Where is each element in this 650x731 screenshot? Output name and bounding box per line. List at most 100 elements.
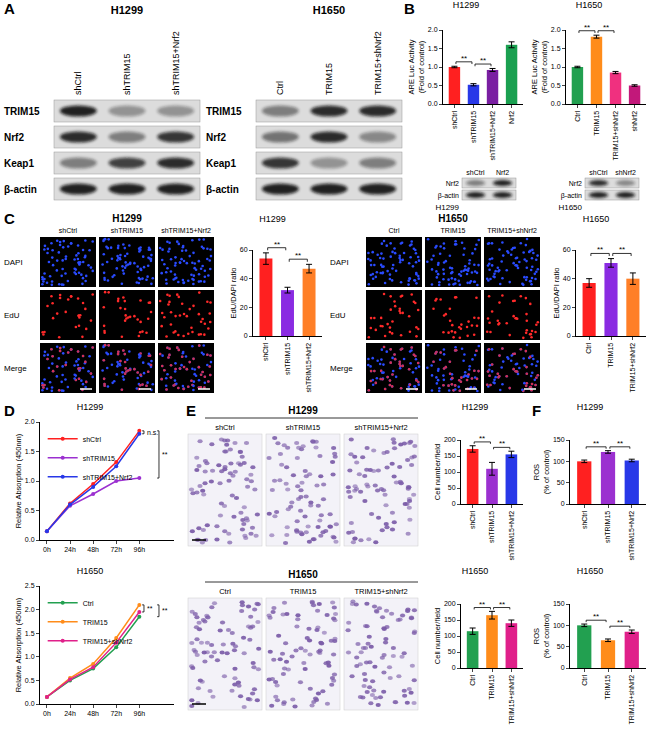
svg-text:Merge: Merge bbox=[330, 364, 353, 373]
svg-text:0: 0 bbox=[567, 332, 571, 339]
svg-text:shTRIM15: shTRIM15 bbox=[470, 111, 477, 143]
svg-text:Ctrl: Ctrl bbox=[275, 81, 285, 95]
svg-text:1.0: 1.0 bbox=[25, 653, 35, 660]
svg-text:Nrf2: Nrf2 bbox=[446, 180, 459, 187]
svg-text:60: 60 bbox=[240, 246, 248, 253]
svg-text:**: ** bbox=[162, 607, 168, 614]
svg-text:F: F bbox=[532, 402, 541, 419]
svg-text:shTRIM15+Nrf2: shTRIM15+Nrf2 bbox=[161, 227, 211, 234]
svg-text:shCtrl: shCtrl bbox=[73, 71, 83, 95]
svg-text:Keap1: Keap1 bbox=[4, 158, 34, 169]
svg-text:shCtrl: shCtrl bbox=[451, 110, 458, 129]
svg-text:TRIM15: TRIM15 bbox=[441, 227, 466, 234]
svg-text:Nrf2: Nrf2 bbox=[496, 169, 509, 176]
svg-text:**: ** bbox=[480, 56, 486, 65]
svg-text:β-actin: β-actin bbox=[206, 184, 239, 195]
svg-text:D: D bbox=[4, 402, 15, 419]
svg-text:n.s.: n.s. bbox=[147, 429, 158, 436]
svg-text:TRIM15: TRIM15 bbox=[593, 111, 600, 136]
svg-text:shTRIM15: shTRIM15 bbox=[286, 423, 321, 432]
svg-text:Nrf2: Nrf2 bbox=[569, 180, 582, 187]
svg-text:H1299: H1299 bbox=[577, 402, 604, 412]
svg-text:200: 200 bbox=[444, 600, 456, 607]
svg-text:H1650: H1650 bbox=[313, 4, 345, 16]
svg-text:shTRIM15+Nrf2: shTRIM15+Nrf2 bbox=[354, 423, 407, 432]
svg-text:**: ** bbox=[597, 245, 603, 254]
svg-text:1.5: 1.5 bbox=[25, 630, 35, 637]
svg-text:**: ** bbox=[479, 434, 485, 443]
svg-text:**: ** bbox=[593, 612, 599, 621]
svg-text:**: ** bbox=[593, 439, 599, 448]
svg-text:0.5: 0.5 bbox=[551, 82, 561, 89]
svg-text:40: 40 bbox=[563, 275, 571, 282]
svg-text:TRIM15: TRIM15 bbox=[488, 675, 495, 700]
svg-text:150: 150 bbox=[553, 600, 565, 607]
svg-text:Ctrl: Ctrl bbox=[574, 110, 581, 121]
svg-text:shTRIM15: shTRIM15 bbox=[111, 227, 143, 234]
svg-text:TRIM15+shNrf2: TRIM15+shNrf2 bbox=[629, 343, 636, 393]
svg-text:ROS(% of control): ROS(% of control) bbox=[532, 449, 551, 494]
svg-text:24h: 24h bbox=[64, 546, 76, 553]
svg-text:H1650: H1650 bbox=[576, 0, 603, 10]
svg-text:shTRIM15+Nrf2: shTRIM15+Nrf2 bbox=[508, 511, 515, 561]
svg-text:TRIM15: TRIM15 bbox=[83, 619, 108, 626]
svg-text:96h: 96h bbox=[133, 546, 145, 553]
svg-text:EdU/DAPI ratio: EdU/DAPI ratio bbox=[552, 268, 561, 319]
svg-text:150: 150 bbox=[444, 452, 456, 459]
svg-text:50: 50 bbox=[557, 479, 565, 486]
svg-text:**: ** bbox=[584, 23, 590, 32]
svg-text:H1650: H1650 bbox=[438, 213, 468, 224]
svg-text:H1650: H1650 bbox=[462, 566, 489, 576]
svg-text:Nrf2: Nrf2 bbox=[508, 111, 515, 124]
svg-text:1.5: 1.5 bbox=[25, 448, 35, 455]
svg-text:Ctrl: Ctrl bbox=[585, 342, 592, 353]
svg-text:shCtrl: shCtrl bbox=[469, 510, 476, 529]
svg-text:shTRIM15: shTRIM15 bbox=[488, 511, 495, 543]
svg-text:72h: 72h bbox=[110, 710, 122, 717]
svg-text:**: ** bbox=[274, 240, 280, 249]
svg-text:**: ** bbox=[479, 600, 485, 609]
svg-text:TRIM15+shNrf2: TRIM15+shNrf2 bbox=[612, 111, 619, 161]
svg-text:shNrf2: shNrf2 bbox=[615, 169, 636, 176]
svg-text:48h: 48h bbox=[87, 546, 99, 553]
svg-text:48h: 48h bbox=[87, 710, 99, 717]
svg-text:EdU: EdU bbox=[4, 311, 20, 320]
svg-text:E: E bbox=[186, 402, 196, 419]
svg-text:shTRIM15+Nrf2: shTRIM15+Nrf2 bbox=[305, 343, 312, 393]
svg-text:0.0: 0.0 bbox=[551, 100, 561, 107]
svg-text:**: ** bbox=[162, 451, 168, 458]
svg-text:0.0: 0.0 bbox=[428, 100, 438, 107]
svg-text:Cell number/field: Cell number/field bbox=[433, 444, 442, 500]
svg-text:1.5: 1.5 bbox=[428, 45, 438, 52]
svg-text:100: 100 bbox=[553, 622, 565, 629]
svg-text:TRIM15: TRIM15 bbox=[290, 587, 317, 596]
svg-text:H1299: H1299 bbox=[462, 402, 489, 412]
svg-text:**: ** bbox=[499, 439, 505, 448]
svg-text:shCtrl: shCtrl bbox=[215, 423, 235, 432]
svg-text:2.0: 2.0 bbox=[551, 26, 561, 33]
svg-text:ARE Luc Activity(Fold of contr: ARE Luc Activity(Fold of control) bbox=[407, 39, 426, 94]
svg-text:shTRIM15: shTRIM15 bbox=[284, 343, 291, 375]
svg-text:TRIM15+shNrf2: TRIM15+shNrf2 bbox=[373, 31, 383, 95]
svg-text:shTRIM15: shTRIM15 bbox=[83, 455, 115, 462]
svg-text:20: 20 bbox=[563, 304, 571, 311]
svg-text:0h: 0h bbox=[43, 710, 51, 717]
svg-text:TRIM15+shNrf2: TRIM15+shNrf2 bbox=[508, 675, 515, 725]
svg-text:1.0: 1.0 bbox=[25, 477, 35, 484]
svg-text:0.0: 0.0 bbox=[25, 536, 35, 543]
svg-text:2.0: 2.0 bbox=[25, 418, 35, 425]
svg-text:1.5: 1.5 bbox=[551, 45, 561, 52]
svg-text:EdU: EdU bbox=[330, 311, 346, 320]
svg-text:H1299: H1299 bbox=[435, 203, 459, 212]
svg-text:24h: 24h bbox=[64, 710, 76, 717]
svg-text:0: 0 bbox=[244, 332, 248, 339]
svg-text:TRIM15: TRIM15 bbox=[206, 106, 242, 117]
svg-text:shTRIM15: shTRIM15 bbox=[604, 511, 611, 543]
svg-text:H1650: H1650 bbox=[288, 569, 318, 580]
svg-text:H1299: H1299 bbox=[259, 214, 286, 224]
svg-text:H1650: H1650 bbox=[558, 203, 582, 212]
svg-text:2.0: 2.0 bbox=[428, 26, 438, 33]
svg-text:Ctrl: Ctrl bbox=[219, 587, 231, 596]
svg-text:Ctrl: Ctrl bbox=[469, 674, 476, 685]
svg-text:shCtrl: shCtrl bbox=[589, 169, 608, 176]
